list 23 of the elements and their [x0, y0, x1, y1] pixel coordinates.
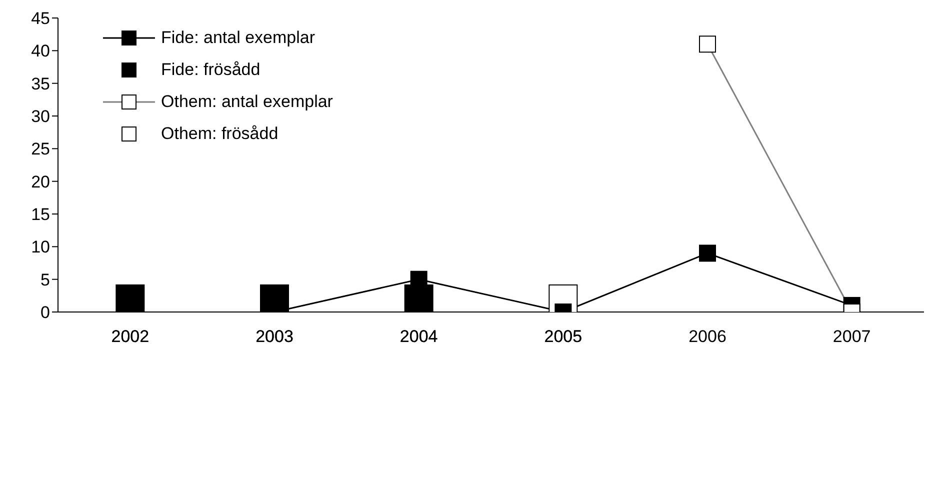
legend-label: Fide: antal exemplar: [161, 28, 316, 48]
y-tick-label: 45: [31, 9, 50, 28]
y-tick-label: 35: [31, 74, 50, 94]
legend-label: Othem: antal exemplar: [161, 92, 333, 112]
y-tick-label: 30: [31, 107, 50, 126]
x-tick-label: 2005: [544, 327, 582, 346]
x-tick-label: 2006: [688, 327, 726, 346]
legend-label: Othem: frösådd: [161, 124, 278, 144]
legend-label: Fide: frösådd: [161, 60, 260, 80]
y-tick-label: 20: [31, 172, 50, 192]
y-tick-label: 10: [31, 238, 50, 257]
x-tick-label: 2003: [256, 327, 294, 346]
x-tick-label: 2004: [400, 327, 438, 346]
x-tick-label: 2002: [111, 327, 150, 346]
point: [116, 284, 145, 312]
y-tick-label: 40: [31, 42, 50, 61]
y-tick-label: 15: [31, 205, 50, 224]
y-tick-label: 25: [31, 140, 50, 159]
y-tick-label: 5: [40, 270, 50, 290]
y-tick-label: 0: [40, 303, 50, 322]
point: [699, 244, 716, 262]
point: [404, 284, 434, 312]
x-tick-label: 2007: [832, 327, 871, 346]
